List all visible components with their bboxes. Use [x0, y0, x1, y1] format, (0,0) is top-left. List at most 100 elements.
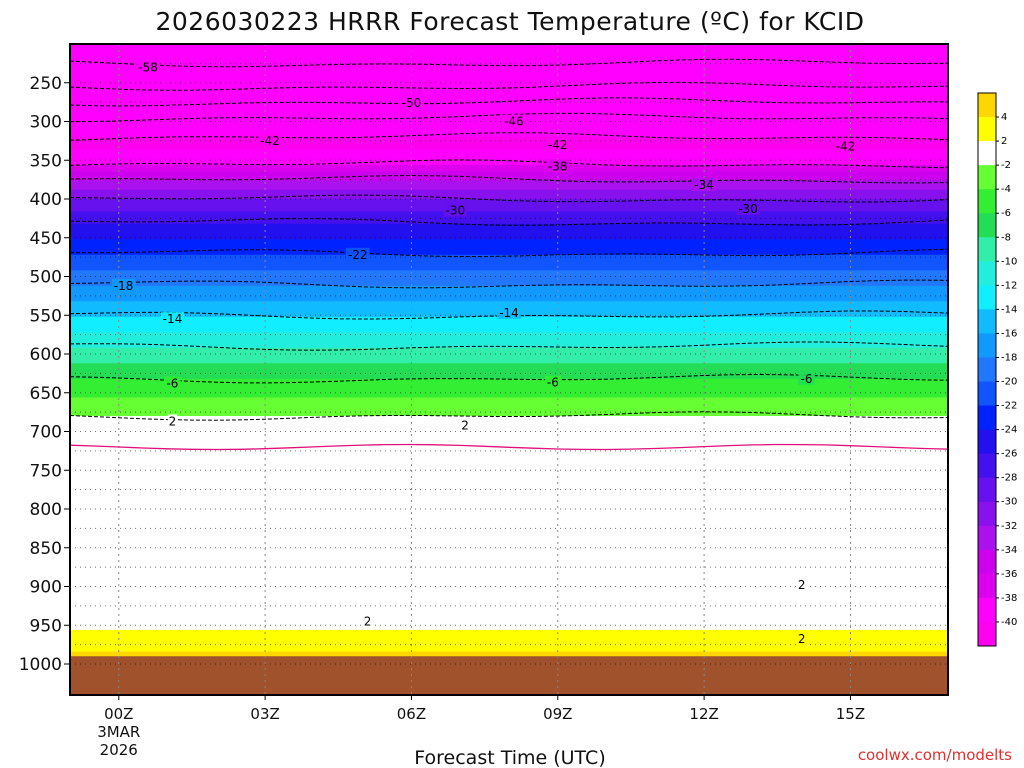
temperature-band: [70, 347, 948, 352]
temperature-band: [70, 270, 948, 274]
y-tick-label: 250: [30, 74, 62, 94]
colorbar-swatch: [978, 621, 996, 647]
temperature-band: [70, 338, 948, 343]
temperature-band: [70, 354, 948, 358]
temperature-band: [70, 453, 948, 457]
temperature-band: [70, 186, 948, 191]
x-tick-label: 00Z: [104, 705, 133, 723]
temperature-band: [70, 394, 948, 398]
temperature-band: [70, 412, 948, 417]
temperature-band: [70, 257, 948, 262]
contour-label: 2: [169, 414, 177, 428]
temperature-band: [70, 546, 948, 550]
temperature-band: [70, 189, 948, 194]
colorbar-label: -28: [1001, 473, 1017, 484]
y-tick-label: 750: [30, 461, 62, 481]
temperature-band: [70, 487, 948, 491]
colorbar-label: -16: [1001, 328, 1017, 339]
colorbar-label: -18: [1001, 352, 1017, 363]
temperature-band: [70, 397, 948, 402]
temperature-band: [70, 171, 948, 175]
temperature-band: [70, 332, 948, 336]
temperature-band: [70, 44, 948, 48]
temperature-band: [70, 168, 948, 172]
temperature-band: [70, 540, 948, 544]
temperature-band: [70, 589, 948, 594]
temperature-band: [70, 515, 948, 519]
isotherm-line: [69, 218, 949, 226]
contour-label: -30: [738, 202, 758, 216]
colorbar-label: -32: [1001, 521, 1017, 532]
temperature-band: [70, 192, 948, 197]
temperature-band: [70, 577, 948, 581]
credit-link[interactable]: coolwx.com/modelts: [858, 746, 1012, 764]
temperature-band: [70, 478, 948, 482]
colorbar-label: -8: [1001, 232, 1011, 243]
temperature-band: [70, 406, 948, 411]
contour-label-bg: [798, 371, 815, 385]
temperature-band: [70, 437, 948, 442]
temperature-band: [70, 518, 948, 522]
temperature-band: [70, 440, 948, 445]
temperature-band: [70, 536, 948, 541]
temperature-band: [70, 239, 948, 243]
temperature-band: [70, 484, 948, 488]
x-tick-date: 3MAR: [97, 723, 140, 741]
temperature-band: [70, 226, 948, 231]
contour-label-bg: [164, 376, 181, 390]
temperature-band: [70, 375, 948, 380]
temperature-band: [70, 530, 948, 535]
contour-label: -34: [694, 178, 714, 192]
temperature-band: [70, 109, 948, 113]
temperature-band: [70, 580, 948, 584]
contour-label-bg: [167, 414, 178, 428]
contour-label-bg: [797, 632, 807, 646]
y-tick-label: 700: [30, 423, 62, 443]
colorbar-label: -26: [1001, 449, 1017, 460]
y-tick-label: 450: [30, 229, 62, 249]
temperature-band: [70, 242, 948, 247]
temperature-band: [70, 574, 948, 578]
colorbar-label: -14: [1001, 304, 1017, 315]
contour-label-bg: [443, 203, 468, 217]
temperature-band: [70, 592, 948, 597]
temperature-band: [70, 633, 948, 637]
temperature-band: [70, 490, 948, 495]
temperature-band: [70, 264, 948, 268]
temperature-band: [70, 301, 948, 305]
contour-label-bg: [111, 278, 136, 292]
temperature-band: [70, 512, 948, 516]
contour-label: 2: [461, 418, 469, 432]
contour-lines: [69, 58, 949, 451]
temperature-band: [70, 233, 948, 237]
contour-label: -6: [547, 376, 559, 390]
isotherm-line: [69, 194, 949, 203]
colorbar-label: -4: [1001, 184, 1011, 195]
temperature-band: [70, 220, 948, 225]
temperature-band: [70, 78, 948, 82]
temperature-band: [70, 357, 948, 361]
temperature-band: [70, 496, 948, 501]
temperature-band: [70, 533, 948, 538]
temperature-band: [70, 416, 948, 420]
temperature-band: [70, 205, 948, 209]
colorbar-swatch: [978, 93, 996, 118]
temperature-band: [70, 195, 948, 200]
y-tick-label: 800: [30, 500, 62, 520]
contour-label: -6: [166, 376, 178, 390]
temperature-band: [70, 468, 948, 473]
temperature-band: [70, 326, 948, 330]
temperature-band: [70, 68, 948, 73]
temperature-band: [70, 626, 948, 631]
temperature-band: [70, 335, 948, 340]
temperature-band: [70, 564, 948, 569]
temperature-band: [70, 298, 948, 302]
colorbar-label: 2: [1001, 136, 1007, 147]
colorbar-swatch: [978, 573, 996, 599]
colorbar-swatch: [978, 429, 996, 455]
temperature-band: [70, 84, 948, 88]
colorbar-legend: 4 2 -2 -4 -6 -8 -10 -12 -14 -16 -18 -20 -22 -24 -26 -28…: [977, 92, 1017, 647]
temperature-band: [70, 608, 948, 612]
